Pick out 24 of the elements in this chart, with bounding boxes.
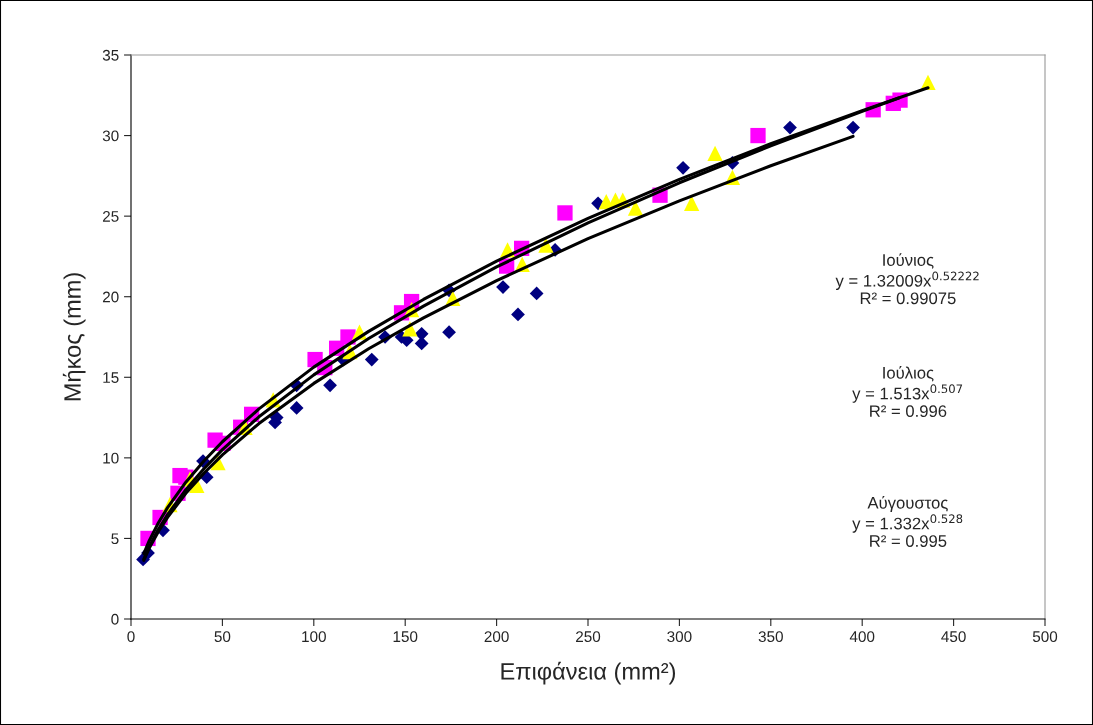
x-tick-label: 350 [758,631,783,643]
x-tick-label: 500 [1032,631,1058,643]
x-tick-label: 0 [127,631,135,643]
x-tick-label: 50 [214,631,231,643]
y-tick-label: 20 [102,291,119,303]
y-tick-label: 10 [103,452,119,464]
x-tick-label: 200 [484,631,509,643]
y-tick-label: 0 [111,613,119,625]
annotation: Ιούλιος y = 1.513x$^{0.507}$ R² = 0.996 [852,366,963,418]
y-tick-label: 5 [111,533,119,545]
y-axis-title: Μήκος (mm) [62,273,86,401]
y-tick-label: 15 [103,372,119,383]
y-tick-label: 30 [102,130,119,142]
y-tick-label: 35 [102,49,119,61]
x-tick-label: 100 [302,631,326,643]
x-tick-label: 150 [393,631,418,643]
x-tick-label: 400 [849,631,875,643]
annotation: Ιούνιος y = 1.32009x$^{0.52222}$ R² = 0.99075 [835,253,979,305]
x-tick-label: 450 [941,631,966,643]
y-tick-label: 25 [102,211,119,222]
x-tick-label: 250 [576,631,601,643]
annotation: Αύγουστος y = 1.332x$^{0.528}$ R² = 0.995 [852,495,963,547]
x-axis-title: Επιφάνεια (mm²) [501,661,676,685]
x-tick-label: 300 [667,631,692,643]
